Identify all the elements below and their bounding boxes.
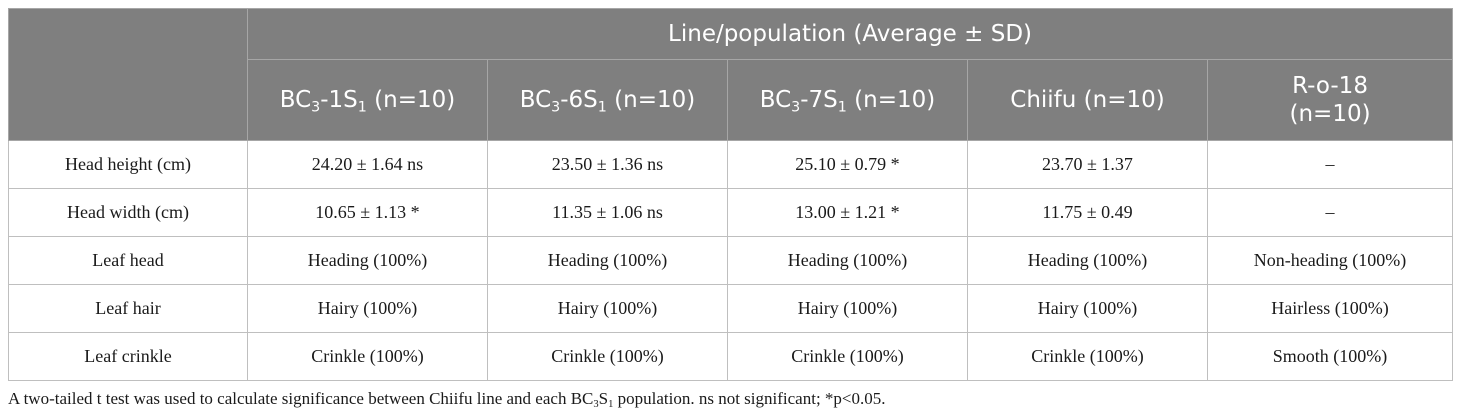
table-cell: 25.10 ± 0.79 * [727, 140, 968, 189]
row-label: Head height (cm) [8, 140, 248, 189]
table-cell: 24.20 ± 1.64 ns [247, 140, 488, 189]
row-label: Leaf hair [8, 284, 248, 333]
table-cell: 11.35 ± 1.06 ns [487, 188, 728, 237]
column-header-bc3-1s1: BC3-1S1 (n=10) [247, 59, 488, 141]
table-cell: Non-heading (100%) [1206, 236, 1454, 285]
table-cell: Heading (100%) [967, 236, 1208, 285]
table-cell: Hairy (100%) [967, 284, 1208, 333]
table-cell: Heading (100%) [487, 236, 728, 285]
table-cell: Smooth (100%) [1206, 332, 1454, 381]
group-header: Line/population (Average ± SD) [246, 8, 1454, 60]
table-cell: Heading (100%) [727, 236, 968, 285]
column-header-bc3-7s1: BC3-7S1 (n=10) [727, 59, 968, 141]
column-header-r-o-18: R-o-18 (n=10) [1206, 59, 1454, 141]
corner-header-cell [8, 8, 248, 141]
row-label: Leaf head [8, 236, 248, 285]
table-cell: Crinkle (100%) [967, 332, 1208, 381]
table-row: Head width (cm) 10.65 ± 1.13 * 11.35 ± 1… [8, 188, 1454, 237]
table-row: Head height (cm) 24.20 ± 1.64 ns 23.50 ±… [8, 140, 1454, 189]
table-footnote: A two-tailed t test was used to calculat… [8, 389, 886, 411]
table-row: Leaf hair Hairy (100%) Hairy (100%) Hair… [8, 284, 1454, 333]
table-cell: Crinkle (100%) [487, 332, 728, 381]
table-row: Leaf head Heading (100%) Heading (100%) … [8, 236, 1454, 285]
table-cell: 11.75 ± 0.49 [967, 188, 1208, 237]
row-label: Head width (cm) [8, 188, 248, 237]
table-cell: Hairy (100%) [487, 284, 728, 333]
group-header-row: Line/population (Average ± SD) [8, 8, 1454, 141]
table-cell: Crinkle (100%) [727, 332, 968, 381]
table-cell: 23.70 ± 1.37 [967, 140, 1208, 189]
data-table: Line/population (Average ± SD) BC3-1S1 (… [8, 8, 1454, 381]
table-cell: – [1206, 140, 1454, 189]
column-header-chiifu: Chiifu (n=10) [967, 59, 1208, 141]
table-cell: 13.00 ± 1.21 * [727, 188, 968, 237]
table-cell: 10.65 ± 1.13 * [247, 188, 488, 237]
table-cell: Hairy (100%) [727, 284, 968, 333]
table-cell: Hairless (100%) [1206, 284, 1454, 333]
table-cell: Hairy (100%) [247, 284, 488, 333]
table-cell: Crinkle (100%) [247, 332, 488, 381]
column-header-row: BC3-1S1 (n=10) BC3-6S1 (n=10) BC3-7S1 (n… [9, 59, 1454, 141]
table-row: Leaf crinkle Crinkle (100%) Crinkle (100… [8, 332, 1454, 381]
table-cell: Heading (100%) [247, 236, 488, 285]
column-header-bc3-6s1: BC3-6S1 (n=10) [487, 59, 728, 141]
row-label: Leaf crinkle [8, 332, 248, 381]
table-cell: 23.50 ± 1.36 ns [487, 140, 728, 189]
table-cell: – [1206, 188, 1454, 237]
